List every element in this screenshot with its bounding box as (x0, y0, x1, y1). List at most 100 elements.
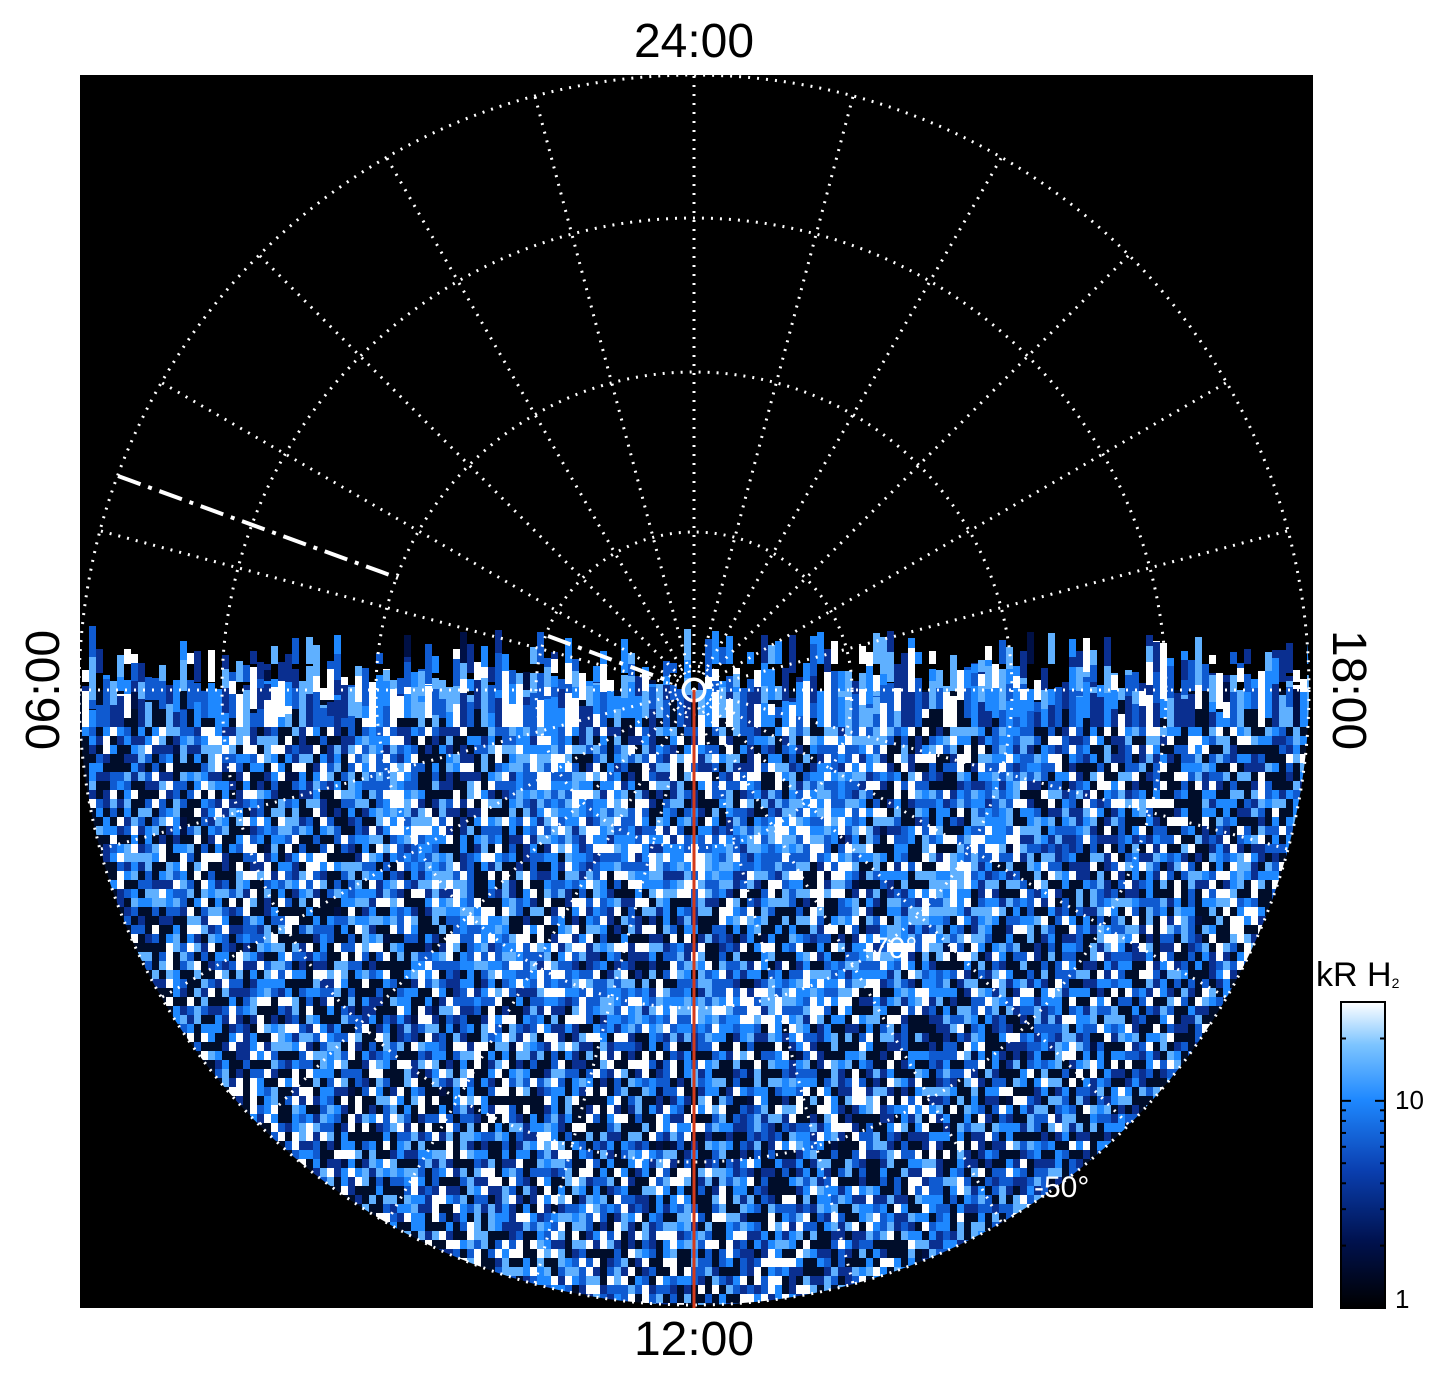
emission-pixel (1118, 961, 1125, 970)
emission-pixel (677, 907, 684, 916)
emission-pixel (621, 808, 628, 817)
emission-pixel (1090, 736, 1097, 745)
emission-pixel (663, 916, 670, 925)
emission-pixel (929, 925, 936, 934)
emission-pixel (1097, 889, 1104, 898)
emission-pixel (677, 916, 684, 925)
emission-pixel (894, 835, 901, 844)
emission-pixel (110, 880, 117, 889)
emission-pixel (1258, 790, 1265, 799)
emission-pixel (1020, 952, 1027, 961)
emission-pixel (726, 862, 733, 871)
emission-pixel (376, 826, 383, 835)
emission-pixel (1069, 988, 1076, 997)
emission-pixel (530, 997, 537, 1006)
emission-pixel (481, 970, 488, 979)
emission-pixel (1223, 943, 1230, 952)
emission-pixel (698, 979, 705, 988)
emission-pixel (985, 781, 992, 790)
emission-pixel (831, 781, 838, 790)
emission-pixel (635, 754, 642, 763)
emission-pixel (159, 727, 166, 736)
emission-pixel (607, 898, 614, 907)
emission-pixel (1251, 763, 1258, 772)
emission-pixel (138, 699, 145, 718)
emission-pixel (250, 745, 257, 754)
emission-pixel (677, 970, 684, 979)
emission-pixel (866, 736, 873, 745)
emission-pixel (243, 745, 250, 754)
emission-pixel (355, 916, 362, 925)
emission-pixel (978, 844, 985, 853)
emission-pixel (271, 835, 278, 844)
emission-pixel (663, 988, 670, 997)
emission-pixel (523, 835, 530, 844)
emission-pixel (565, 835, 572, 844)
emission-pixel (166, 781, 173, 790)
emission-pixel (1006, 871, 1013, 880)
emission-pixel (1111, 1015, 1118, 1024)
emission-pixel (1118, 844, 1125, 853)
emission-pixel (705, 934, 712, 943)
emission-pixel (621, 745, 628, 754)
emission-pixel (887, 772, 894, 781)
emission-pixel (824, 880, 831, 889)
emission-pixel (950, 862, 957, 871)
emission-pixel (173, 934, 180, 943)
emission-pixel (712, 925, 719, 934)
emission-pixel (481, 799, 488, 808)
emission-pixel (635, 970, 642, 979)
emission-pixel (1293, 799, 1300, 808)
emission-pixel (978, 889, 985, 898)
emission-pixel (425, 907, 432, 916)
emission-pixel (838, 697, 845, 727)
emission-pixel (775, 862, 782, 871)
emission-pixel (1202, 745, 1209, 754)
emission-pixel (684, 772, 691, 781)
emission-pixel (936, 772, 943, 781)
emission-pixel (838, 907, 845, 916)
emission-pixel (509, 826, 516, 835)
emission-pixel (586, 781, 593, 790)
emission-pixel (684, 1006, 691, 1015)
emission-pixel (1265, 736, 1272, 745)
emission-pixel (719, 799, 726, 808)
emission-pixel (250, 676, 257, 709)
emission-pixel (376, 690, 383, 718)
emission-pixel (565, 727, 572, 736)
emission-pixel (705, 1015, 712, 1024)
emission-pixel (796, 880, 803, 889)
emission-pixel (341, 685, 348, 718)
emission-pixel (936, 736, 943, 745)
emission-pixel (509, 684, 516, 718)
emission-pixel (124, 736, 131, 745)
emission-pixel (642, 808, 649, 817)
emission-pixel (194, 683, 201, 709)
emission-pixel (1111, 952, 1118, 961)
emission-pixel (369, 880, 376, 889)
emission-pixel (992, 916, 999, 925)
emission-pixel (957, 799, 964, 808)
emission-pixel (523, 961, 530, 970)
emission-pixel (761, 916, 768, 925)
emission-pixel (551, 961, 558, 970)
emission-pixel (523, 880, 530, 889)
emission-pixel (495, 763, 502, 772)
emission-pixel (1048, 997, 1055, 1006)
emission-pixel (551, 943, 558, 952)
emission-pixel (313, 925, 320, 934)
emission-pixel (166, 997, 173, 1006)
emission-pixel (243, 943, 250, 952)
emission-pixel (754, 688, 761, 718)
emission-pixel (845, 1006, 852, 1015)
emission-pixel (999, 988, 1006, 997)
emission-pixel (439, 988, 446, 997)
emission-pixel (1139, 835, 1146, 844)
emission-pixel (845, 745, 852, 754)
emission-pixel (593, 1006, 600, 1015)
emission-pixel (1055, 871, 1062, 880)
emission-pixel (922, 925, 929, 934)
emission-pixel (1202, 763, 1209, 772)
emission-pixel (551, 997, 558, 1006)
emission-pixel (558, 943, 565, 952)
